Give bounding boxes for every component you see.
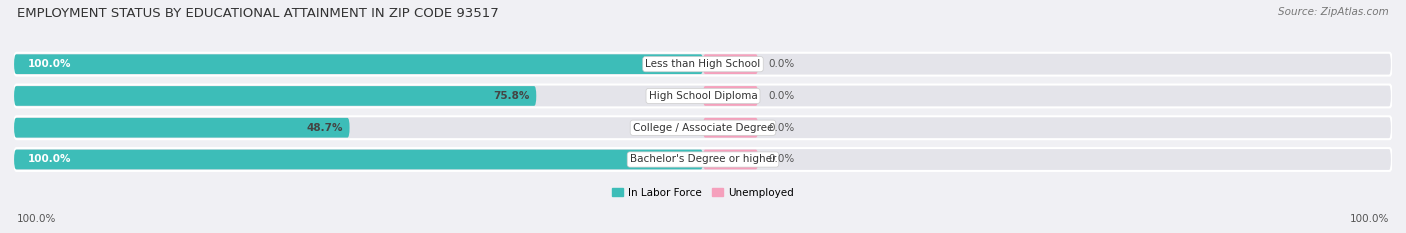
- Text: High School Diploma: High School Diploma: [648, 91, 758, 101]
- Text: Bachelor's Degree or higher: Bachelor's Degree or higher: [630, 154, 776, 164]
- Text: College / Associate Degree: College / Associate Degree: [633, 123, 773, 133]
- Text: Source: ZipAtlas.com: Source: ZipAtlas.com: [1278, 7, 1389, 17]
- Text: 100.0%: 100.0%: [28, 59, 72, 69]
- FancyBboxPatch shape: [14, 148, 1392, 171]
- Text: 0.0%: 0.0%: [769, 59, 794, 69]
- FancyBboxPatch shape: [14, 85, 1392, 107]
- Text: 100.0%: 100.0%: [28, 154, 72, 164]
- FancyBboxPatch shape: [703, 54, 758, 74]
- Legend: In Labor Force, Unemployed: In Labor Force, Unemployed: [609, 183, 797, 202]
- FancyBboxPatch shape: [14, 86, 536, 106]
- Text: 0.0%: 0.0%: [769, 154, 794, 164]
- Text: 100.0%: 100.0%: [17, 214, 56, 224]
- Text: Less than High School: Less than High School: [645, 59, 761, 69]
- FancyBboxPatch shape: [14, 54, 703, 74]
- Text: 0.0%: 0.0%: [769, 91, 794, 101]
- FancyBboxPatch shape: [14, 116, 1392, 139]
- FancyBboxPatch shape: [703, 118, 758, 137]
- Text: 48.7%: 48.7%: [307, 123, 343, 133]
- FancyBboxPatch shape: [14, 53, 1392, 76]
- FancyBboxPatch shape: [14, 118, 350, 137]
- Text: 75.8%: 75.8%: [494, 91, 530, 101]
- FancyBboxPatch shape: [703, 86, 758, 106]
- Text: 0.0%: 0.0%: [769, 123, 794, 133]
- FancyBboxPatch shape: [703, 150, 758, 169]
- Text: EMPLOYMENT STATUS BY EDUCATIONAL ATTAINMENT IN ZIP CODE 93517: EMPLOYMENT STATUS BY EDUCATIONAL ATTAINM…: [17, 7, 499, 20]
- FancyBboxPatch shape: [14, 150, 703, 169]
- Text: 100.0%: 100.0%: [1350, 214, 1389, 224]
